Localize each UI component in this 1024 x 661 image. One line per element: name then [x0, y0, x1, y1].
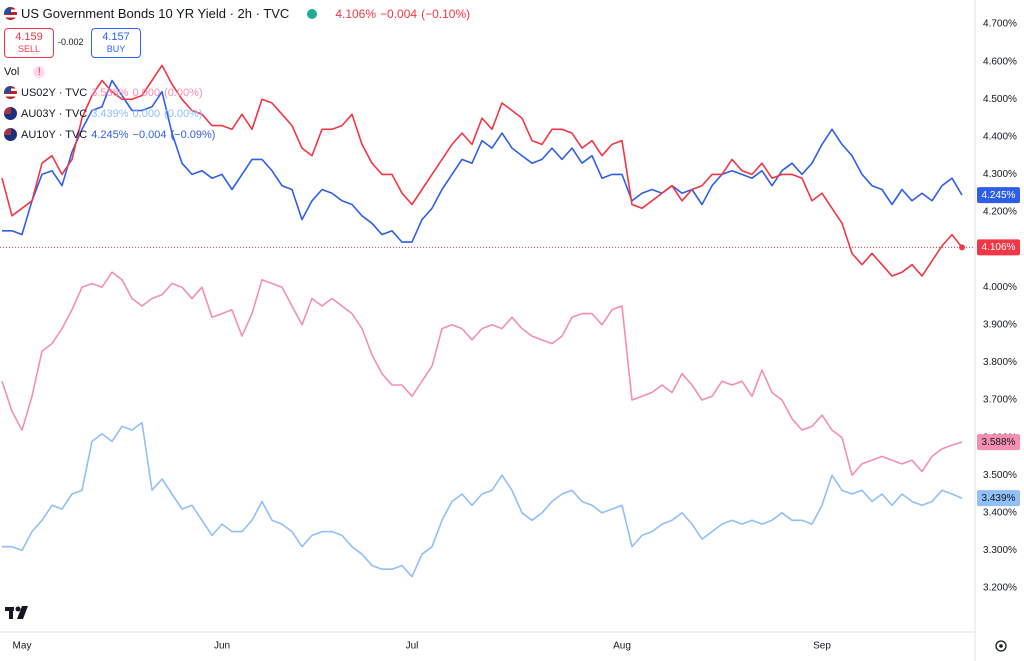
legend-change-pct: (0.00%) — [164, 107, 203, 120]
y-tick-label: 3.500% — [983, 470, 1017, 481]
y-tick-label: 4.700% — [983, 19, 1017, 30]
sell-label: SELL — [17, 44, 41, 54]
volume-label: Vol — [4, 66, 20, 78]
flag — [4, 128, 17, 141]
header: US Government Bonds 10 YR Yield · 2h · T… — [4, 6, 470, 21]
x-tick-label: Jun — [214, 641, 230, 652]
y-tick-label: 3.900% — [983, 319, 1017, 330]
price-label-bg — [977, 239, 1020, 256]
tv-logo — [5, 606, 28, 619]
sell-button[interactable]: 4.159 SELL — [4, 28, 54, 58]
legend-value: 4.245% — [91, 128, 129, 141]
change-pct: (−0.10%) — [421, 6, 471, 21]
series-line — [1, 64, 963, 277]
legend-name: AU03Y · TVC — [21, 107, 88, 120]
legend-change: 0.000 — [132, 86, 161, 99]
y-tick-label: 3.700% — [983, 395, 1017, 406]
buy-label: BUY — [106, 44, 126, 54]
price-label: 3.588% — [982, 437, 1016, 448]
spread: -0.002 — [58, 37, 84, 47]
y-tick-label: 3.200% — [983, 583, 1017, 594]
sell-price: 4.159 — [15, 31, 43, 43]
price-label-bg — [977, 434, 1020, 451]
legend-change: −0.004 — [132, 128, 167, 141]
price-label: 4.106% — [982, 242, 1016, 253]
buy-price: 4.157 — [102, 31, 130, 43]
legend-change-pct: (−0.09%) — [170, 128, 216, 141]
y-tick-label: 3.300% — [983, 545, 1017, 556]
legend-row: US02Y · TVC 3.588% 0.000 (0.00%) — [4, 86, 203, 99]
y-tick-label: 4.400% — [983, 131, 1017, 142]
y-tick-label: 4.500% — [983, 94, 1017, 105]
legend-name: AU10Y · TVC — [21, 128, 88, 141]
x-tick-label: Aug — [613, 641, 631, 652]
x-tick-label: Sep — [813, 641, 831, 652]
symbol-title: US Government Bonds 10 YR Yield · 2h · T… — [21, 6, 290, 21]
y-tick-label: 3.800% — [983, 357, 1017, 368]
legend-name: US02Y · TVC — [21, 86, 88, 99]
legend-value: 3.588% — [91, 86, 129, 99]
flag — [4, 7, 17, 20]
flag — [4, 86, 17, 99]
legend-row: AU03Y · TVC 3.439% 0.000 (0.00%) — [4, 107, 203, 120]
y-tick-label: 3.400% — [983, 507, 1017, 518]
volume-row: Vol ! — [4, 66, 46, 78]
y-tick-label: 4.200% — [983, 207, 1017, 218]
price-label-bg — [977, 490, 1020, 507]
change: −0.004 — [380, 6, 418, 21]
legend-change-pct: (0.00%) — [164, 86, 203, 99]
warning-icon: ! — [33, 66, 46, 78]
series-line — [2, 79, 963, 243]
price-label: 3.439% — [982, 493, 1016, 504]
legend-row: AU10Y · TVC 4.245% −0.004 (−0.09%) — [4, 128, 215, 141]
x-tick-label: Jul — [406, 641, 419, 652]
settings-icon[interactable] — [995, 640, 1007, 652]
y-tick-label: 4.000% — [983, 282, 1017, 293]
y-tick-label: 4.300% — [983, 169, 1017, 180]
price-label: 4.245% — [982, 190, 1016, 201]
buy-button[interactable]: 4.157 BUY — [91, 28, 141, 58]
market-status — [307, 8, 318, 19]
x-tick-label: May — [13, 641, 32, 652]
last-value: 4.106% — [335, 6, 377, 21]
last-point — [959, 244, 965, 251]
y-tick-label: 4.600% — [983, 56, 1017, 67]
price-label-bg — [977, 187, 1020, 204]
legend-value: 3.439% — [91, 107, 129, 120]
flag — [4, 107, 17, 120]
legend-change: 0.000 — [132, 107, 161, 120]
series-line — [2, 421, 963, 578]
series-line — [1, 271, 963, 476]
